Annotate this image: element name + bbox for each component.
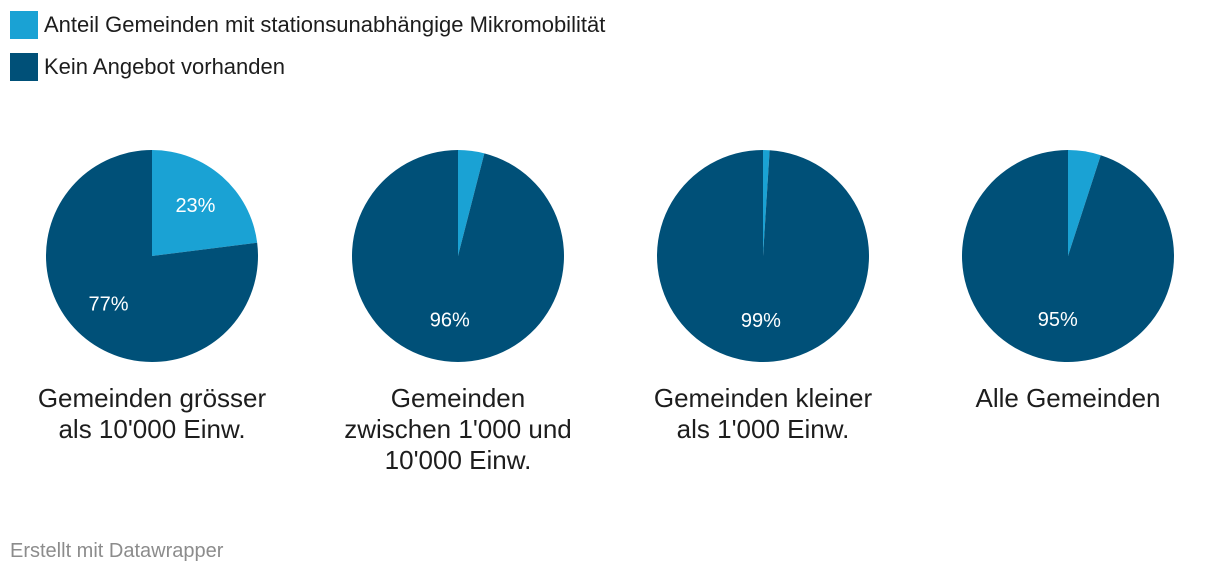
legend: Anteil Gemeinden mit stationsunabhängige… [10, 10, 605, 94]
legend-swatch-primary [10, 11, 38, 39]
legend-swatch-secondary [10, 53, 38, 81]
legend-label-primary: Anteil Gemeinden mit stationsunabhängige… [44, 12, 606, 37]
pie-4-title-line-1: Alle Gemeinden [976, 383, 1161, 413]
pie-3-slice-2-label: 99% [741, 310, 781, 332]
pie-1-slice-2 [45, 150, 258, 362]
pie-2-title-line-3: 10'000 Einw. [385, 445, 532, 475]
legend-label-secondary: Kein Angebot vorhanden [44, 54, 285, 79]
legend-item-primary: Anteil Gemeinden mit stationsunabhängige… [10, 10, 605, 40]
pie-2-slice-2 [352, 150, 565, 362]
legend-item-secondary: Kein Angebot vorhanden [10, 52, 605, 82]
pie-2-slice-1 [458, 150, 485, 256]
pie-1-slice-2-label: 77% [89, 294, 129, 316]
pie-1-title-line-2: als 10'000 Einw. [58, 414, 245, 444]
pie-3-slice-2 [657, 150, 870, 363]
pie-4-slice-2 [962, 150, 1174, 363]
pie-3-slice-1 [763, 150, 770, 256]
pie-4-slice-2-label: 95% [1038, 309, 1078, 331]
pie-2-title-line-2: zwischen 1'000 und [344, 414, 572, 444]
pie-2-slice-2-label: 96% [430, 309, 470, 331]
pie-3-title-line-2: als 1'000 Einw. [677, 414, 850, 444]
footer-credit: Erstellt mit Datawrapper [10, 540, 224, 562]
pie-3-title-line-1: Gemeinden kleiner [654, 383, 873, 413]
pie-2-title-line-1: Gemeinden [391, 383, 525, 413]
pie-4-slice-1 [1068, 150, 1101, 256]
pie-1-slice-1-label: 23% [175, 195, 215, 217]
pie-1-slice-1 [152, 150, 258, 256]
pie-chart-4: 95% Alle Gemeinden [962, 150, 1174, 413]
pie-1-title-line-1: Gemeinden grösser [38, 383, 267, 413]
